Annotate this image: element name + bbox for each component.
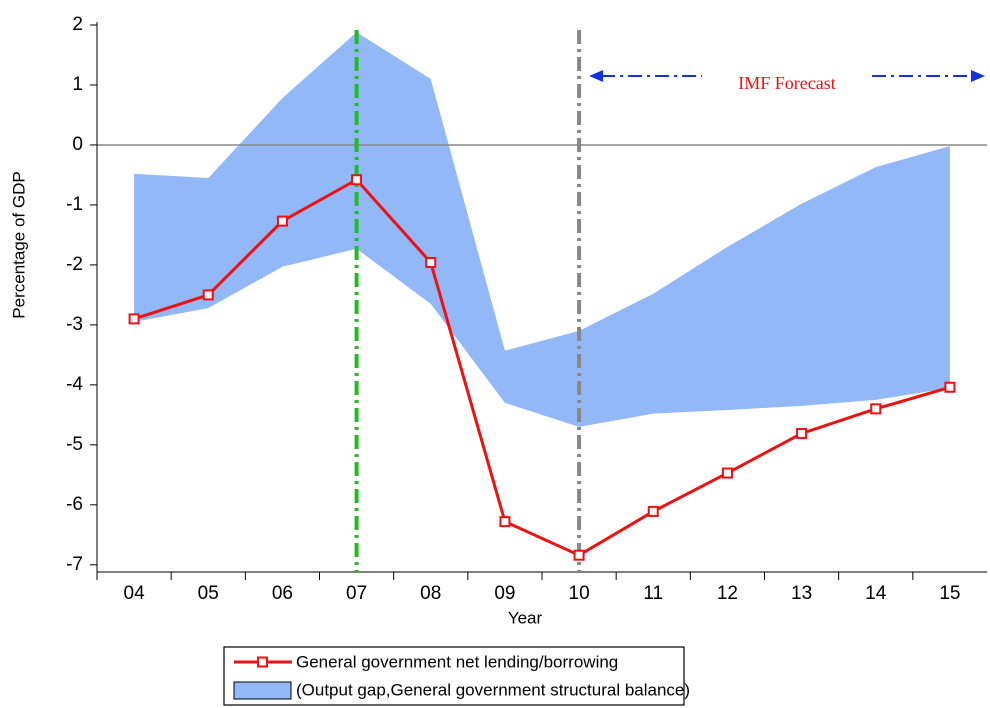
point-marker (721, 467, 733, 479)
x-tick-label: 13 (791, 583, 812, 604)
y-tick-label: 2 (72, 14, 83, 35)
y-tick-label: -6 (66, 494, 83, 515)
arrow-head (971, 69, 985, 82)
legend-box (223, 646, 685, 706)
x-tick-label: 07 (346, 583, 367, 604)
x-tick-label: 15 (939, 583, 960, 604)
point-marker (796, 427, 808, 439)
y-tick-label: -5 (66, 434, 83, 455)
x-tick-label: 12 (717, 583, 738, 604)
x-tick-label: 04 (124, 583, 146, 604)
point-marker (944, 381, 956, 393)
y-tick-label: 0 (72, 134, 83, 155)
x-tick-label: 09 (494, 583, 515, 604)
x-tick-label: 06 (272, 583, 293, 604)
point-marker (870, 403, 882, 415)
y-tick-label: -3 (66, 314, 83, 335)
series-line (133, 177, 951, 557)
annotation-text: IMF Forecast (738, 73, 836, 93)
point-marker (499, 516, 511, 528)
y-tick-label: -4 (66, 374, 83, 395)
point-marker (647, 505, 659, 517)
x-tick-label: 10 (569, 583, 590, 604)
x-axis-label: Year (508, 608, 543, 627)
band-area (134, 32, 950, 427)
y-tick-label: -7 (66, 554, 83, 575)
point-marker (276, 215, 288, 227)
point-marker (202, 289, 214, 301)
y-tick-label: -2 (66, 254, 83, 275)
point-marker (573, 549, 585, 561)
legend-marker (257, 656, 268, 668)
y-tick-label: -1 (66, 194, 83, 215)
point-marker (425, 257, 437, 269)
point-marker (128, 313, 140, 325)
x-tick-label: 14 (865, 583, 887, 604)
x-tick-label: 11 (643, 583, 663, 604)
legend-label: (Output gap,General government structura… (296, 680, 690, 699)
y-axis-label: Percentage of GDP (9, 171, 28, 318)
legend-label: General government net lending/borrowing (296, 652, 618, 671)
x-tick-label: 08 (420, 583, 441, 604)
legend-swatch (233, 681, 292, 700)
x-tick-label: 05 (198, 583, 219, 604)
arrow-head (589, 69, 604, 82)
point-marker (351, 174, 363, 186)
y-tick-label: 1 (72, 74, 83, 95)
